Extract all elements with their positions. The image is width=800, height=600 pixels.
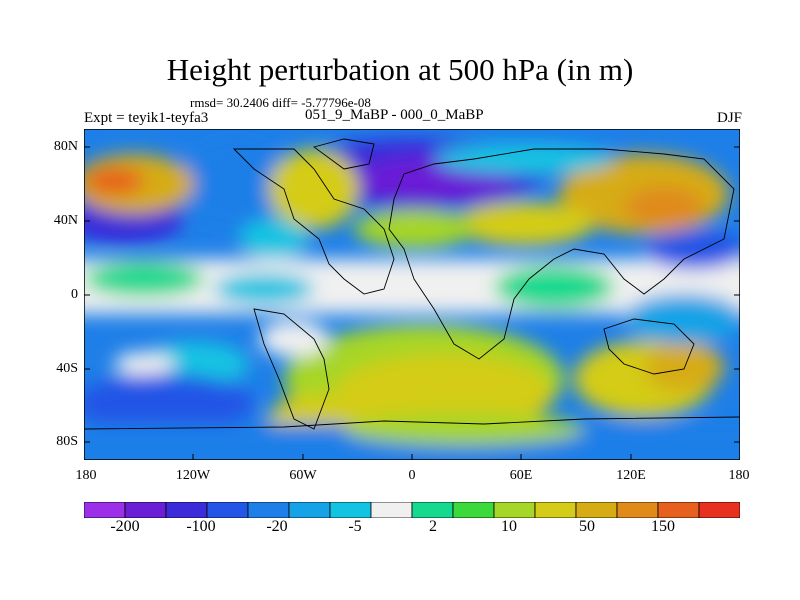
colorbar-label: 50 [579, 518, 595, 535]
colorbar-box [84, 502, 126, 518]
colorbar-label: 150 [651, 518, 675, 535]
colorbar-box [411, 502, 454, 518]
colorbar [84, 502, 740, 518]
colorbar-box [247, 502, 290, 518]
lat-tick: 0 [71, 287, 78, 302]
lat-tick: 80S [56, 434, 78, 449]
season-label: DJF [716, 110, 742, 126]
colorbar-box [370, 502, 413, 518]
lon-tick: 0 [408, 468, 416, 483]
colorbar-label: 10 [501, 518, 517, 535]
lon-tick: 180 [728, 468, 750, 483]
colorbar-box [288, 502, 331, 518]
colorbar-box [165, 502, 208, 518]
lon-tick: 180 [75, 468, 97, 483]
colorbar-box [616, 502, 659, 518]
colorbar-box [534, 502, 577, 518]
experiment-label: Expt = teyik1-teyfa3 [84, 110, 209, 126]
lon-tick: 60E [509, 468, 533, 483]
height-perturbation-map [83, 128, 741, 461]
colorbar-box [329, 502, 372, 518]
lon-tick: 120E [616, 468, 646, 483]
colorbar-box [124, 502, 167, 518]
plot-title: Height perturbation at 500 hPa (in m) [166, 52, 634, 87]
lat-tick: 40S [56, 361, 78, 376]
colorbar-label: -5 [348, 518, 362, 535]
map-panel [83, 128, 741, 461]
colorbar-box [698, 502, 740, 518]
case-label: 051_9_MaBP - 000_0_MaBP [305, 107, 484, 123]
colorbar-label: -20 [266, 518, 288, 535]
colorbar-box [206, 502, 249, 518]
colorbar-label: -200 [110, 518, 140, 535]
lon-tick: 60W [289, 468, 317, 483]
colorbar-box [657, 502, 700, 518]
colorbar-label: 2 [429, 518, 437, 535]
lat-tick: 40N [53, 213, 78, 228]
lat-tick: 80N [53, 139, 78, 154]
colorbar-box [493, 502, 536, 518]
colorbar-label: -100 [186, 518, 216, 535]
colorbar-box [575, 502, 618, 518]
stats-line: rmsd= 30.2406 diff= -5.77796e-08 [190, 95, 371, 110]
lon-tick: 120W [175, 468, 211, 483]
colorbar-box [452, 502, 495, 518]
